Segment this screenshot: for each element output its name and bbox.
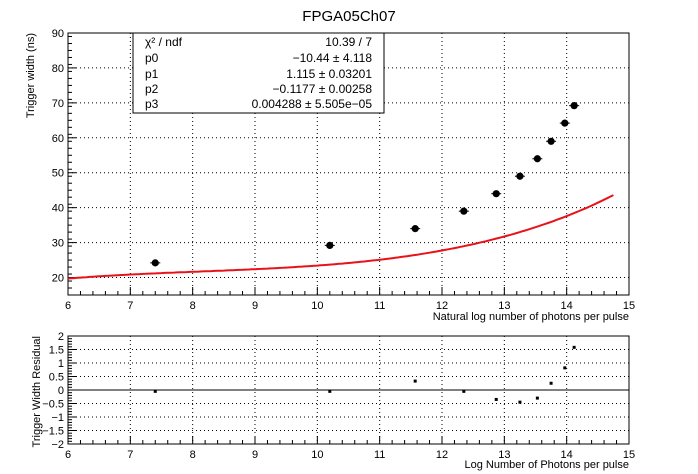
x-tick-label: 11 bbox=[374, 300, 385, 312]
x-tick-label: 10 bbox=[311, 449, 323, 461]
residual-point bbox=[413, 379, 417, 383]
x-tick-label: 8 bbox=[190, 449, 196, 461]
x-tick-label: 12 bbox=[436, 300, 448, 312]
data-point bbox=[492, 190, 500, 198]
y-tick-label: 50 bbox=[52, 168, 64, 180]
stats-p2-label: p2 bbox=[145, 82, 159, 96]
x-tick-label: 10 bbox=[311, 300, 323, 312]
x-tick-label: 13 bbox=[498, 449, 510, 461]
stats-chi2-value: 10.39 / 7 bbox=[325, 35, 372, 49]
y-tick-label: −0.5 bbox=[42, 399, 64, 411]
top-x-axis-label: Natural log number of photons per pulse bbox=[433, 311, 629, 323]
top-y-axis-label: Trigger width (ns) bbox=[25, 33, 37, 118]
fit-curve bbox=[68, 194, 614, 280]
data-point bbox=[533, 155, 541, 163]
y-tick-label: 2 bbox=[58, 331, 64, 343]
x-tick-label: 15 bbox=[623, 300, 635, 312]
data-point bbox=[561, 119, 569, 127]
top-panel: 6 7 8 9 10 11 12 13 14 15 20 30 40 50 60 70 80 90 χ² / nd… bbox=[25, 28, 635, 323]
x-tick-label: 7 bbox=[127, 300, 133, 312]
x-tick-label: 14 bbox=[561, 449, 573, 461]
x-tick-label: 9 bbox=[252, 449, 258, 461]
top-axis-ticks: 6 7 8 9 10 11 12 13 14 15 20 30 40 50 60 70 80 90 bbox=[52, 28, 635, 312]
x-tick-label: 14 bbox=[561, 300, 573, 312]
residual-point bbox=[535, 396, 539, 400]
y-tick-label: 40 bbox=[52, 203, 64, 215]
y-tick-label: 80 bbox=[52, 63, 64, 75]
stats-box: χ² / ndf 10.39 / 7 p0 −10.44 ± 4.118 p1 … bbox=[132, 32, 385, 114]
bottom-axis-ticks: 6 7 8 9 10 11 12 13 14 15 −2−1.5 −1−0.5 00.5 11.5 2 bbox=[42, 331, 635, 461]
x-tick-label: 13 bbox=[498, 300, 510, 312]
y-tick-label: 20 bbox=[52, 273, 64, 285]
residual-point bbox=[572, 345, 576, 349]
x-tick-label: 6 bbox=[65, 449, 71, 461]
y-tick-label: 60 bbox=[52, 133, 64, 145]
data-point bbox=[411, 225, 419, 233]
residual-point bbox=[518, 400, 522, 404]
y-tick-label: 90 bbox=[52, 28, 64, 40]
bottom-data-points bbox=[153, 345, 576, 404]
x-tick-label: 15 bbox=[623, 449, 635, 461]
y-tick-label: −1 bbox=[51, 412, 64, 424]
stats-p1-value: 1.115 ± 0.03201 bbox=[286, 67, 372, 81]
x-tick-label: 6 bbox=[65, 300, 71, 312]
bottom-panel: 6 7 8 9 10 11 12 13 14 15 −2−1.5 −1−0.5 00.5 11.5 2 Lo… bbox=[31, 331, 635, 471]
y-tick-label: −1.5 bbox=[42, 426, 64, 438]
data-point bbox=[151, 259, 159, 267]
stats-p3-value: 0.004288 ± 5.505e−05 bbox=[252, 97, 373, 111]
residual-point bbox=[153, 389, 157, 393]
chart-title: FPGA05Ch07 bbox=[302, 8, 395, 25]
x-tick-label: 12 bbox=[436, 449, 448, 461]
stats-p1-label: p1 bbox=[145, 67, 159, 81]
stats-p2-value: −0.1177 ± 0.00258 bbox=[273, 82, 373, 96]
y-tick-label: 0.5 bbox=[49, 372, 64, 384]
bottom-x-axis-label: Log Number of Photons per pulse bbox=[465, 459, 630, 471]
y-tick-label: 1.5 bbox=[49, 345, 64, 357]
residual-point bbox=[494, 397, 498, 401]
stats-p3-label: p3 bbox=[145, 97, 159, 111]
y-tick-label: 1 bbox=[58, 358, 64, 370]
residual-point bbox=[563, 366, 567, 370]
data-point bbox=[460, 207, 468, 215]
x-tick-label: 7 bbox=[127, 449, 133, 461]
data-point bbox=[547, 137, 555, 145]
top-data-points bbox=[150, 102, 580, 267]
bottom-y-axis-label: Trigger Width Residual bbox=[31, 336, 43, 447]
stats-chi2-label: χ² / ndf bbox=[145, 35, 183, 49]
data-point bbox=[570, 102, 578, 110]
stats-p0-value: −10.44 ± 4.118 bbox=[293, 51, 373, 65]
y-tick-label: 30 bbox=[52, 238, 64, 250]
data-point bbox=[516, 172, 524, 180]
x-tick-label: 9 bbox=[252, 300, 258, 312]
residual-point bbox=[549, 381, 553, 385]
y-tick-label: 0 bbox=[58, 385, 64, 397]
stats-p0-label: p0 bbox=[145, 51, 159, 65]
x-tick-label: 11 bbox=[374, 449, 385, 461]
y-tick-label: −2 bbox=[51, 439, 64, 451]
residual-point bbox=[328, 389, 332, 393]
x-tick-label: 8 bbox=[190, 300, 196, 312]
data-point bbox=[326, 241, 334, 249]
y-tick-label: 70 bbox=[52, 98, 64, 110]
residual-point bbox=[462, 389, 466, 393]
